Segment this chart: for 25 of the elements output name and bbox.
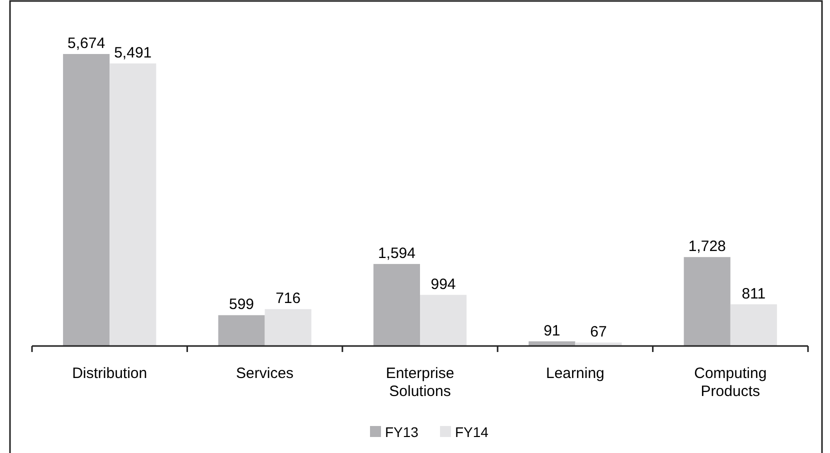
data-label: 1,594 [378, 244, 416, 262]
x-tick-label: Services [236, 365, 294, 382]
data-label: 5,674 [68, 35, 106, 52]
data-label: 994 [430, 276, 456, 293]
data-label: 1,728 [688, 238, 726, 256]
x-tick-label: Computing Products [694, 365, 767, 400]
data-label: 5,491 [114, 44, 152, 62]
bar [218, 315, 265, 346]
bar [420, 294, 467, 346]
x-tick-label: Learning [546, 365, 604, 382]
bar [373, 264, 420, 346]
data-label: 716 [276, 290, 301, 308]
bar [63, 54, 110, 346]
data-label: 811 [742, 285, 766, 302]
bar [684, 257, 730, 346]
data-label: 599 [229, 296, 254, 314]
bar [110, 63, 156, 346]
bar [264, 309, 312, 346]
x-tick-label: Distribution [72, 365, 148, 382]
x-tick-label: Enterprise Solutions [386, 365, 454, 400]
legend-label: FY14 [455, 424, 489, 440]
data-label: 91 [544, 322, 560, 340]
legend-label: FY13 [385, 424, 419, 440]
bar [730, 304, 777, 346]
data-label: 67 [590, 324, 607, 341]
